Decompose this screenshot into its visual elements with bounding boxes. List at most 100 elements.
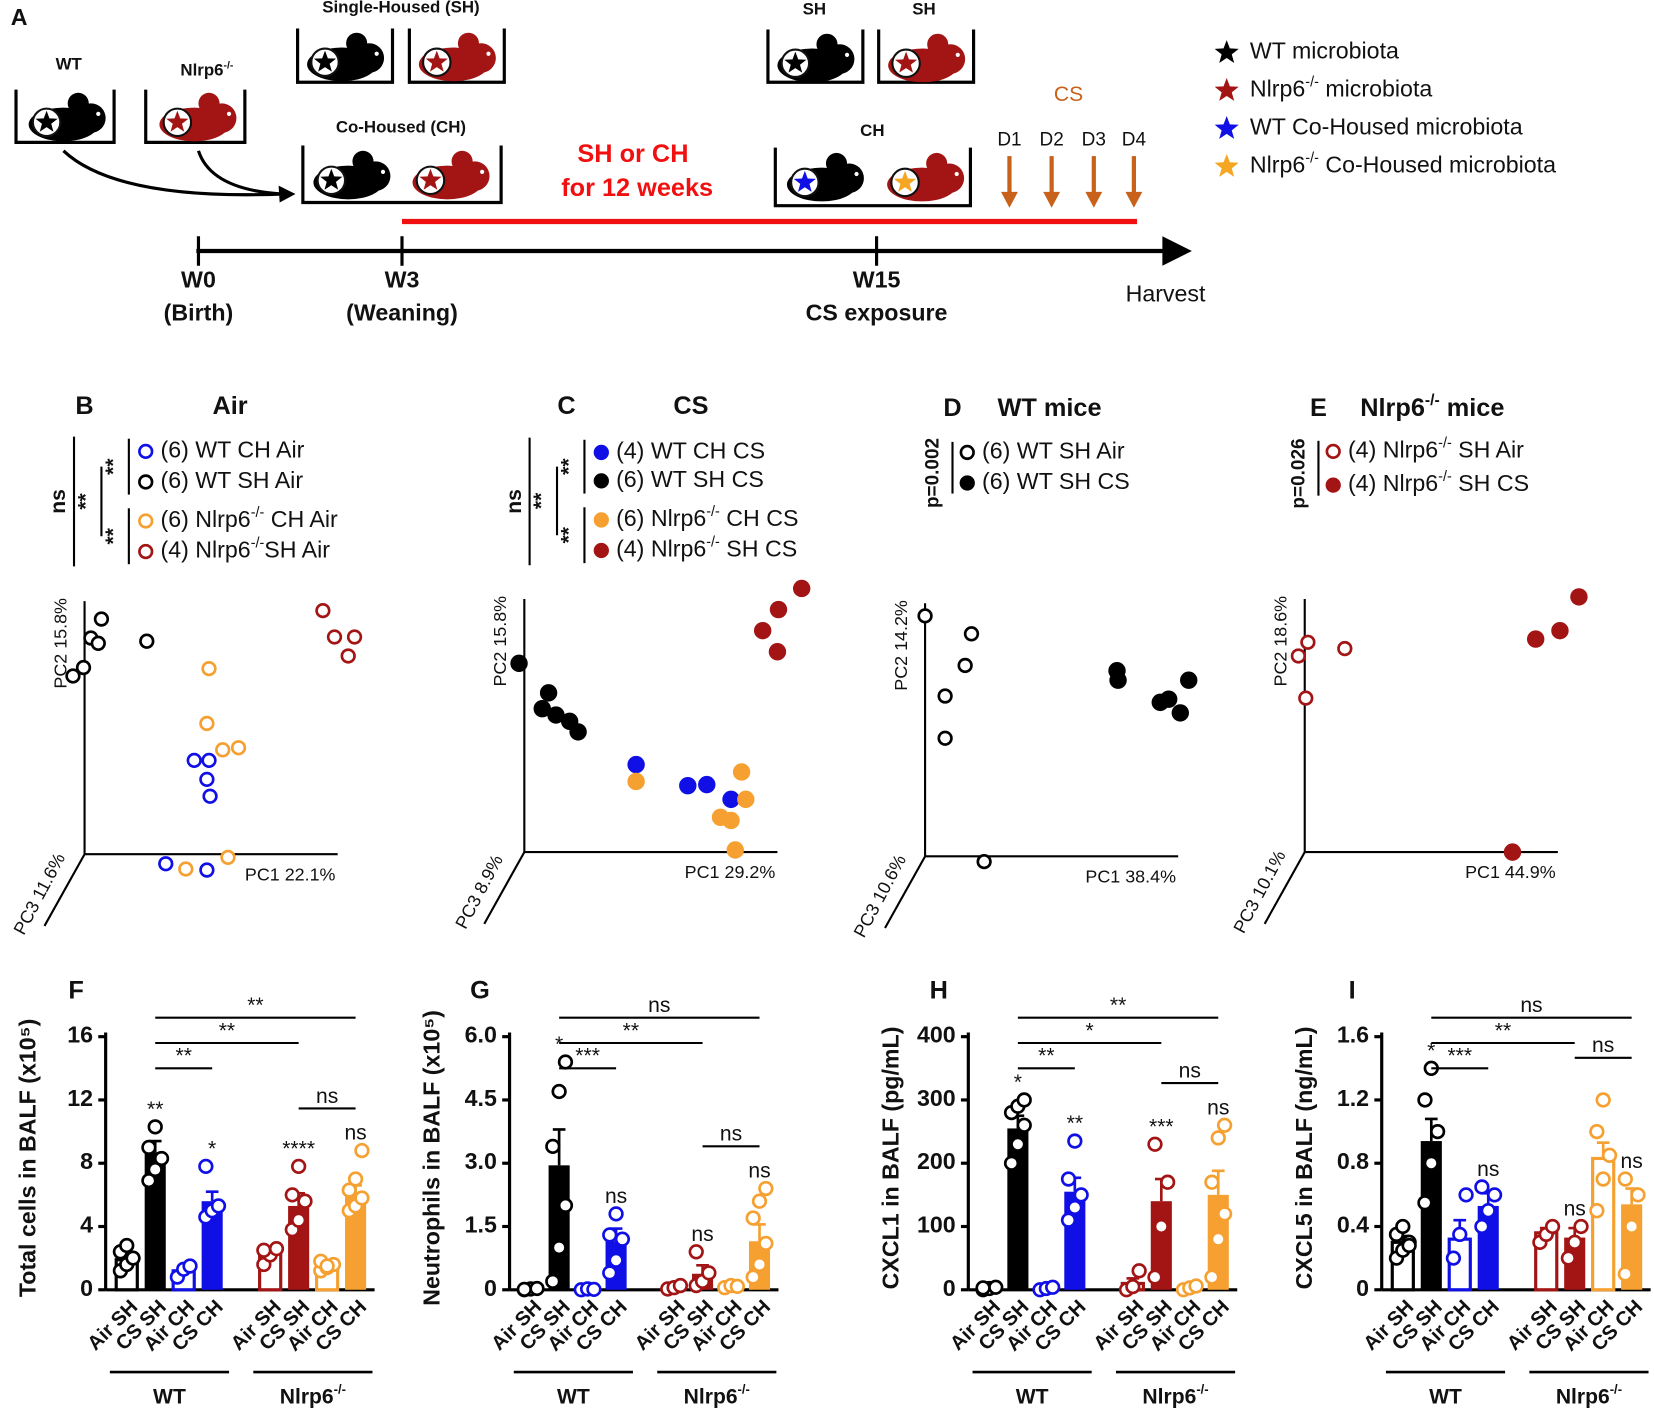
legend-star bbox=[1214, 153, 1239, 177]
star bbox=[425, 50, 448, 72]
group-label: Nlrp6-/- bbox=[1556, 1381, 1622, 1408]
data-point bbox=[753, 621, 772, 640]
data-point bbox=[1188, 1278, 1204, 1294]
data-point bbox=[1480, 1203, 1496, 1219]
data-point bbox=[153, 1150, 170, 1167]
cage bbox=[407, 28, 506, 84]
significance-label: ** bbox=[557, 458, 580, 475]
data-point bbox=[1560, 1250, 1577, 1266]
data-point bbox=[1210, 1231, 1226, 1247]
legend-entry: (6) WT SH CS bbox=[616, 466, 764, 492]
comparison-label: ** bbox=[175, 1044, 191, 1067]
axis-z bbox=[483, 851, 526, 925]
data-point bbox=[347, 1171, 364, 1187]
legend-marker bbox=[1325, 443, 1341, 460]
label: D1 bbox=[997, 129, 1021, 150]
cage bbox=[14, 89, 116, 144]
y-tick-label: 300 bbox=[917, 1085, 956, 1111]
panel-label: F bbox=[68, 976, 83, 1004]
data-point bbox=[1589, 1203, 1605, 1219]
mouse-icon bbox=[159, 92, 237, 142]
group-label: Nlrp6-/- bbox=[1142, 1381, 1208, 1408]
axis-z bbox=[43, 853, 86, 927]
star bbox=[893, 170, 917, 192]
data-point bbox=[315, 602, 331, 619]
mouse-head bbox=[206, 103, 237, 133]
legend-marker bbox=[593, 512, 609, 528]
data-point bbox=[210, 1198, 227, 1214]
data-point bbox=[988, 1279, 1004, 1295]
legend-entry: WT microbiota bbox=[1250, 38, 1399, 64]
data-point bbox=[1204, 1174, 1220, 1190]
data-point bbox=[737, 790, 755, 809]
data-point bbox=[268, 1241, 285, 1257]
data-point bbox=[1159, 1174, 1176, 1190]
label: SH bbox=[803, 0, 826, 19]
data-point bbox=[792, 579, 811, 598]
arrow bbox=[196, 150, 283, 196]
data-point bbox=[688, 1244, 704, 1260]
mouse-eye bbox=[955, 52, 960, 57]
axis-label: PC1 22.1% bbox=[245, 864, 336, 884]
significance-label: ** bbox=[74, 492, 97, 509]
legend-marker bbox=[138, 543, 154, 560]
y-tick-label: 0 bbox=[1356, 1275, 1369, 1301]
data-point bbox=[1601, 1147, 1618, 1163]
data-point bbox=[1423, 1155, 1439, 1171]
data-point bbox=[1474, 1218, 1490, 1235]
data-point bbox=[1016, 1092, 1032, 1108]
significance-label: * bbox=[1014, 1071, 1022, 1094]
mouse-eye bbox=[486, 51, 491, 56]
data-point bbox=[1337, 640, 1353, 657]
data-point bbox=[745, 1269, 761, 1285]
data-point bbox=[1544, 1218, 1561, 1235]
label: W0 bbox=[181, 267, 216, 293]
legend-entry: (4) Nlrp6-/- SH Air bbox=[1348, 435, 1524, 462]
comparison-label: ** bbox=[219, 1019, 235, 1042]
data-point bbox=[346, 629, 363, 645]
cage bbox=[773, 147, 973, 208]
data-point bbox=[539, 684, 558, 702]
mouse-eye bbox=[854, 171, 859, 177]
data-point bbox=[608, 1252, 624, 1268]
label: Co-Housed (CH) bbox=[336, 118, 466, 137]
significance-label: p=0.002 bbox=[923, 438, 944, 508]
significance-label: ns bbox=[344, 1121, 366, 1144]
data-point bbox=[1595, 1092, 1611, 1108]
axis-label: PC1 44.9% bbox=[1465, 862, 1556, 882]
data-point bbox=[937, 688, 953, 704]
data-point bbox=[93, 611, 110, 627]
legend-entry: (4) Nlrp6-/-SH Air bbox=[160, 535, 330, 562]
significance-label: p=0.026 bbox=[1288, 438, 1309, 508]
significance-label: ns bbox=[47, 489, 70, 514]
data-point bbox=[602, 1227, 618, 1243]
data-point bbox=[125, 1250, 141, 1266]
data-point bbox=[178, 861, 194, 877]
data-point bbox=[1617, 1266, 1633, 1282]
data-point bbox=[545, 1138, 561, 1154]
legend-entry: (4) Nlrp6-/- SH CS bbox=[1348, 469, 1529, 496]
mouse-icon bbox=[28, 92, 106, 142]
panel-label: I bbox=[1349, 976, 1356, 1004]
data-point bbox=[1617, 1171, 1633, 1187]
significance-label: ns bbox=[748, 1159, 770, 1182]
label: Harvest bbox=[1126, 280, 1206, 306]
data-point bbox=[1060, 1171, 1077, 1187]
panel-label: E bbox=[1310, 394, 1327, 422]
y-tick-label: 400 bbox=[917, 1022, 956, 1048]
label: D3 bbox=[1082, 129, 1106, 150]
data-point bbox=[701, 1265, 717, 1281]
axis-label: Total cells in BALF (x10⁵) bbox=[15, 1019, 41, 1297]
data-point bbox=[1067, 1199, 1083, 1216]
axis-label: PC1 38.4% bbox=[1085, 866, 1176, 886]
data-point bbox=[551, 1083, 567, 1100]
bar bbox=[548, 1165, 570, 1290]
data-point bbox=[1458, 1187, 1474, 1203]
cage bbox=[877, 29, 976, 84]
legend-marker bbox=[138, 443, 154, 460]
y-tick-label: 16 bbox=[67, 1022, 93, 1048]
comparison-label: ** bbox=[1038, 1044, 1054, 1067]
mouse-eye bbox=[480, 169, 485, 175]
y-tick-label: 3.0 bbox=[465, 1148, 497, 1174]
